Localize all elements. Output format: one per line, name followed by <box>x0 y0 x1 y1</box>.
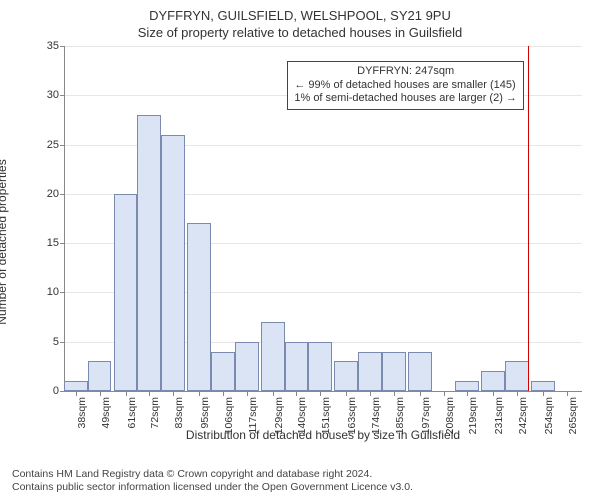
histogram-bar <box>114 194 138 391</box>
x-tick-label: 231sqm <box>493 397 505 434</box>
x-tick-label: 61sqm <box>126 397 138 429</box>
x-tick-mark <box>517 391 518 396</box>
y-tick-mark <box>60 194 65 195</box>
gridline <box>65 46 582 47</box>
y-tick-label: 5 <box>53 336 59 348</box>
histogram-bar <box>408 352 432 391</box>
y-axis-label: Number of detached properties <box>0 159 9 324</box>
histogram-bar <box>382 352 406 391</box>
x-tick-mark <box>199 391 200 396</box>
y-tick-mark <box>60 46 65 47</box>
footer-line-1: Contains HM Land Registry data © Crown c… <box>12 468 413 481</box>
histogram-bar <box>285 342 309 391</box>
y-tick-label: 15 <box>47 237 59 249</box>
y-tick-mark <box>60 243 65 244</box>
histogram-bar <box>531 381 555 391</box>
x-tick-label: 163sqm <box>346 397 358 434</box>
histogram-bar <box>88 361 112 391</box>
x-tick-label: 254sqm <box>543 397 555 434</box>
x-tick-label: 265sqm <box>567 397 579 434</box>
y-tick-mark <box>60 95 65 96</box>
x-tick-label: 197sqm <box>420 397 432 434</box>
page-title: DYFFRYN, GUILSFIELD, WELSHPOOL, SY21 9PU <box>0 0 600 23</box>
x-tick-mark <box>567 391 568 396</box>
x-tick-mark <box>320 391 321 396</box>
y-tick-label: 30 <box>47 89 59 101</box>
x-tick-mark <box>126 391 127 396</box>
y-tick-label: 20 <box>47 188 59 200</box>
x-tick-mark <box>370 391 371 396</box>
x-tick-label: 219sqm <box>467 397 479 434</box>
y-tick-label: 10 <box>47 286 59 298</box>
x-tick-label: 185sqm <box>394 397 406 434</box>
y-tick-mark <box>60 145 65 146</box>
x-tick-label: 174sqm <box>370 397 382 434</box>
x-tick-label: 129sqm <box>273 397 285 434</box>
annotation-line: ← 99% of detached houses are smaller (14… <box>294 79 517 93</box>
x-tick-label: 242sqm <box>517 397 529 434</box>
x-tick-mark <box>149 391 150 396</box>
x-tick-mark <box>296 391 297 396</box>
histogram-chart: Number of detached properties Distributi… <box>10 44 590 440</box>
x-tick-mark <box>467 391 468 396</box>
histogram-bar <box>211 352 235 391</box>
annotation-box: DYFFRYN: 247sqm← 99% of detached houses … <box>287 61 524 110</box>
reference-line <box>528 46 529 391</box>
y-tick-label: 25 <box>47 139 59 151</box>
footer-line-2: Contains public sector information licen… <box>12 481 413 494</box>
histogram-bar <box>161 135 185 391</box>
x-tick-label: 95sqm <box>199 397 211 429</box>
histogram-bar <box>187 223 211 391</box>
x-tick-mark <box>247 391 248 396</box>
histogram-bar <box>334 361 358 391</box>
y-tick-mark <box>60 342 65 343</box>
x-tick-mark <box>223 391 224 396</box>
attribution-footer: Contains HM Land Registry data © Crown c… <box>12 468 413 494</box>
histogram-bar <box>358 352 382 391</box>
y-tick-label: 35 <box>47 40 59 52</box>
x-tick-mark <box>346 391 347 396</box>
y-tick-label: 0 <box>53 385 59 397</box>
x-tick-mark <box>173 391 174 396</box>
page-subtitle: Size of property relative to detached ho… <box>0 23 600 40</box>
annotation-line: DYFFRYN: 247sqm <box>294 65 517 79</box>
y-tick-mark <box>60 391 65 392</box>
x-tick-label: 151sqm <box>320 397 332 434</box>
x-tick-label: 38sqm <box>76 397 88 429</box>
x-tick-label: 106sqm <box>223 397 235 434</box>
histogram-bar <box>137 115 161 391</box>
histogram-bar <box>505 361 529 391</box>
x-tick-mark <box>493 391 494 396</box>
y-tick-mark <box>60 292 65 293</box>
x-tick-label: 49sqm <box>100 397 112 429</box>
x-tick-mark <box>420 391 421 396</box>
x-tick-label: 83sqm <box>173 397 185 429</box>
x-tick-mark <box>76 391 77 396</box>
x-tick-label: 140sqm <box>296 397 308 434</box>
x-tick-label: 72sqm <box>149 397 161 429</box>
x-tick-mark <box>100 391 101 396</box>
histogram-bar <box>481 371 505 391</box>
x-tick-label: 208sqm <box>444 397 456 434</box>
x-tick-mark <box>543 391 544 396</box>
x-tick-mark <box>444 391 445 396</box>
histogram-bar <box>261 322 285 391</box>
histogram-bar <box>235 342 259 391</box>
histogram-bar <box>64 381 88 391</box>
annotation-line: 1% of semi-detached houses are larger (2… <box>294 92 517 106</box>
x-tick-mark <box>273 391 274 396</box>
x-tick-mark <box>394 391 395 396</box>
histogram-bar <box>455 381 479 391</box>
plot-area: 0510152025303538sqm49sqm61sqm72sqm83sqm9… <box>64 46 582 392</box>
histogram-bar <box>308 342 332 391</box>
x-tick-label: 117sqm <box>247 397 259 434</box>
